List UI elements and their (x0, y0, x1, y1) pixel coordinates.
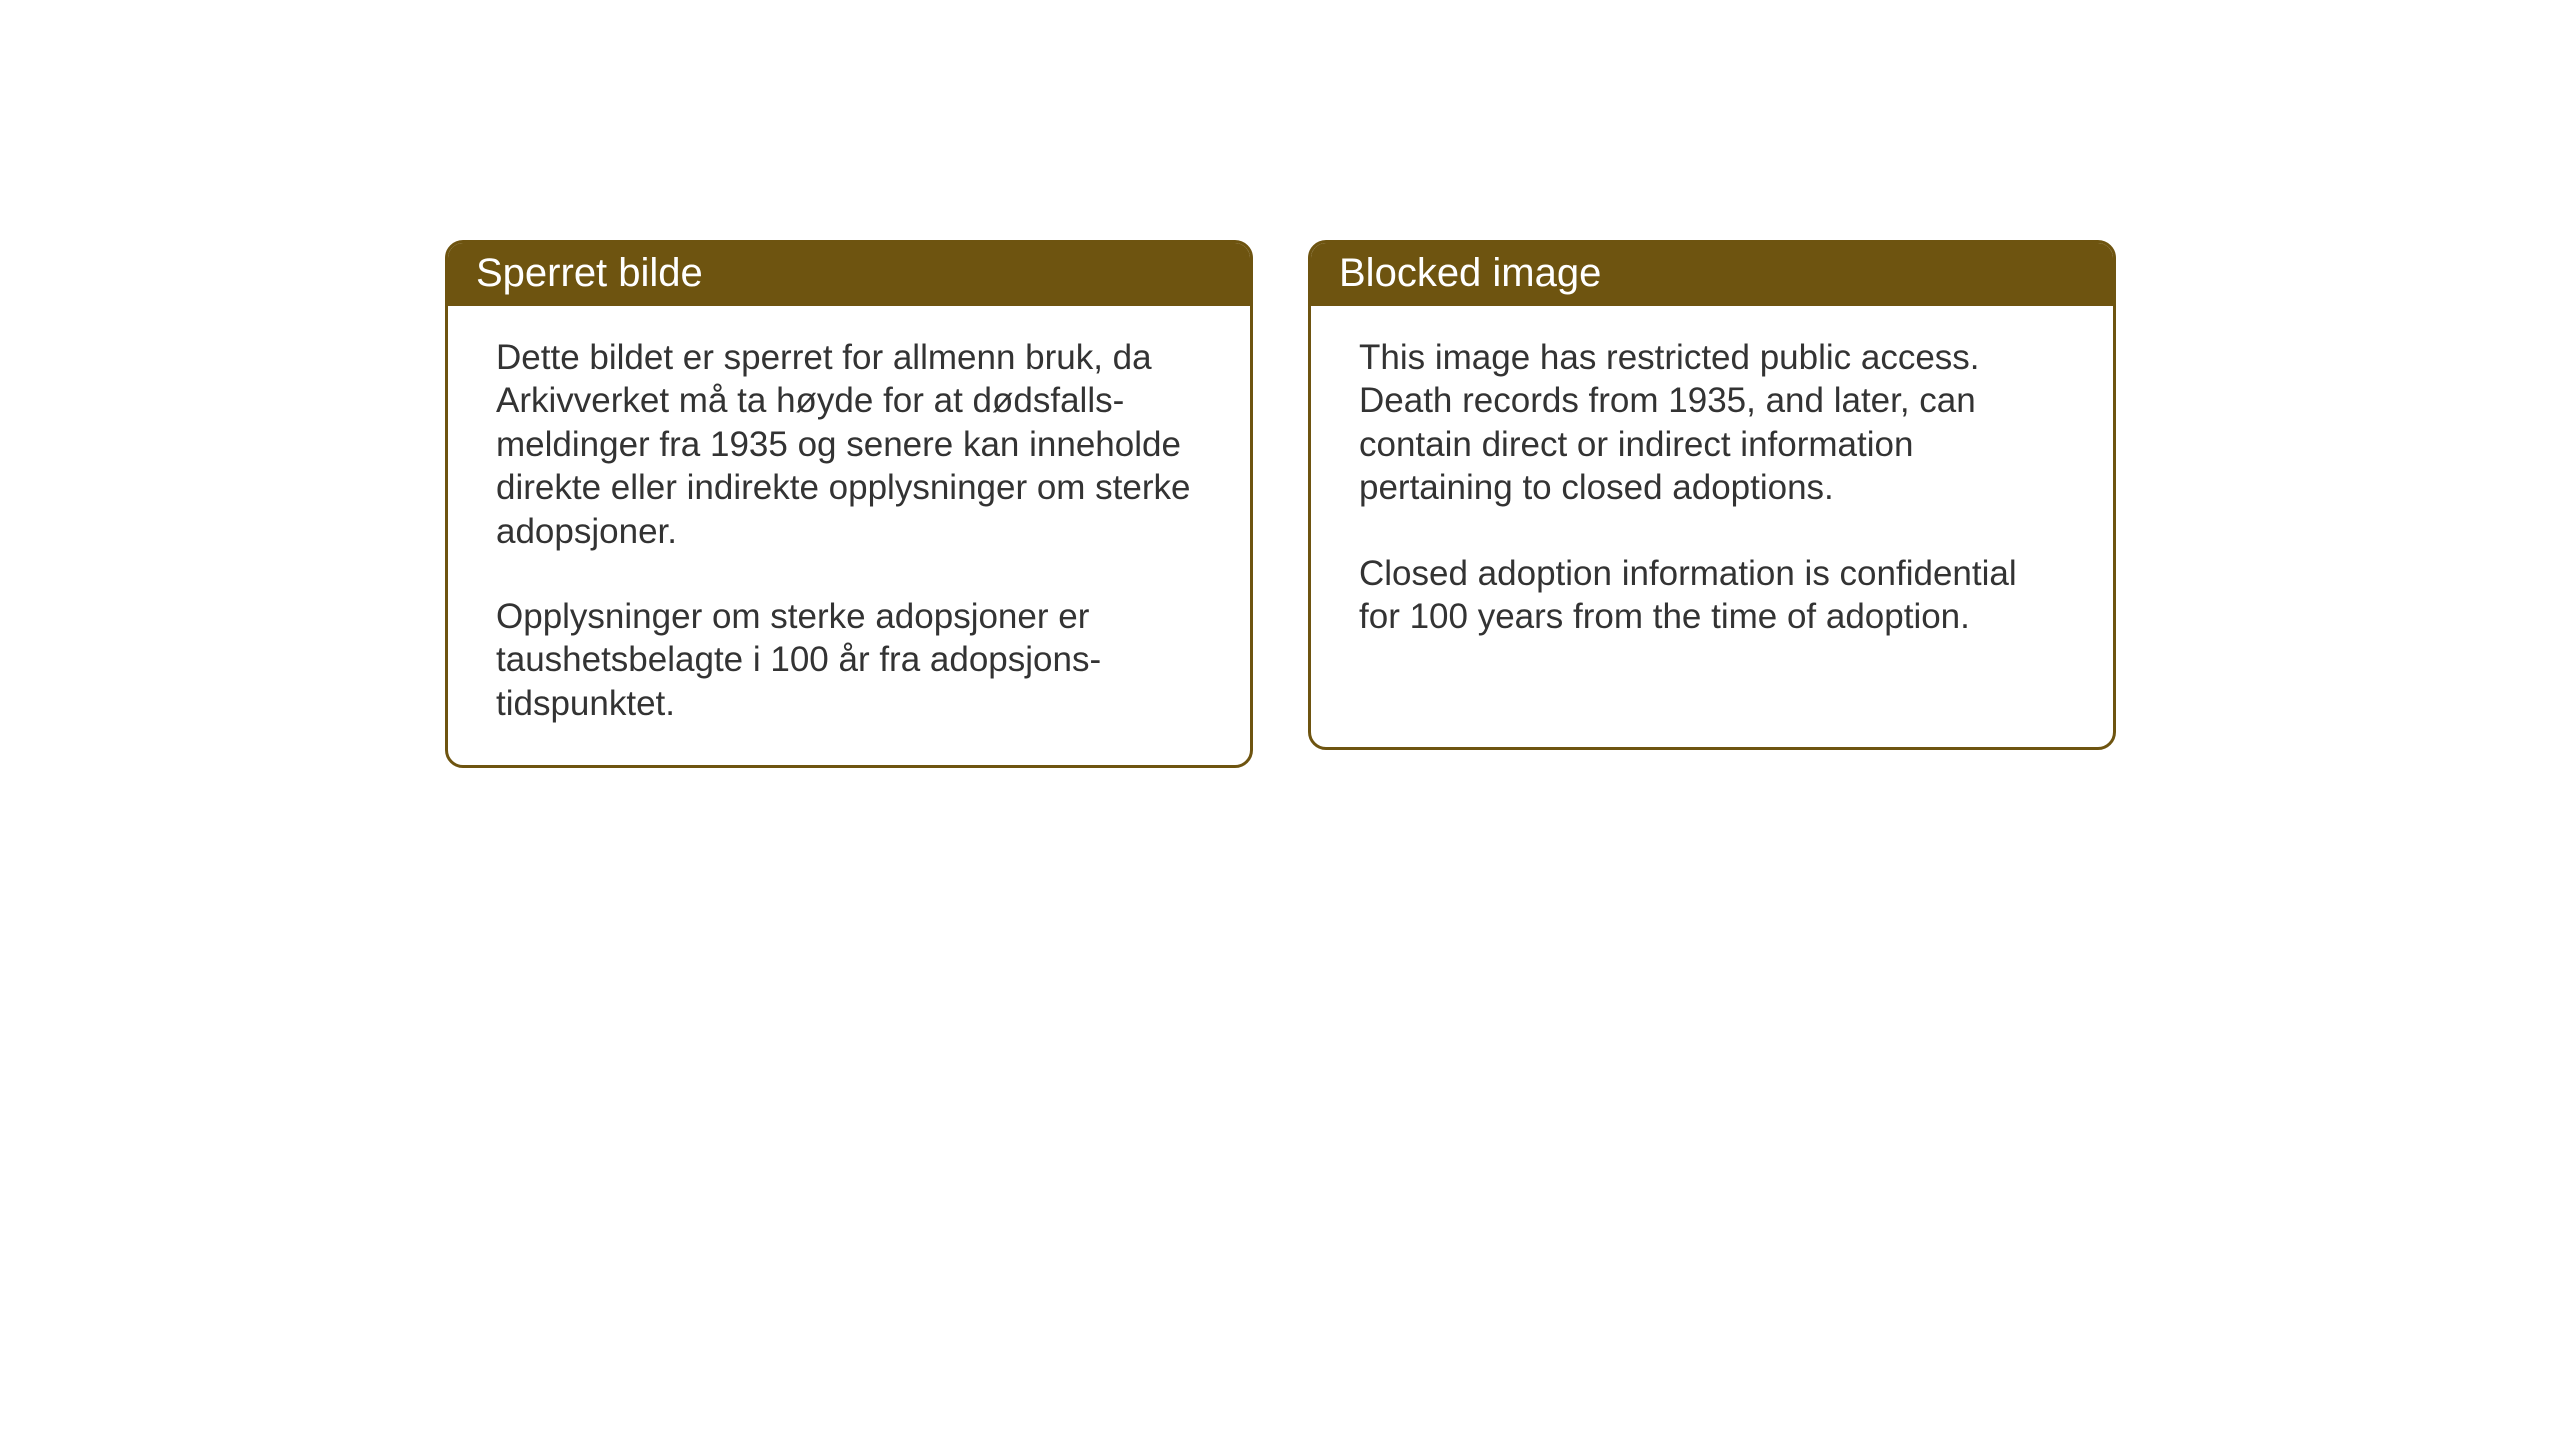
notice-container: Sperret bilde Dette bildet er sperret fo… (445, 240, 2116, 768)
card-body-norwegian: Dette bildet er sperret for allmenn bruk… (448, 306, 1250, 765)
card-header-english: Blocked image (1311, 243, 2113, 306)
paragraph-1-norwegian: Dette bildet er sperret for allmenn bruk… (496, 336, 1202, 553)
card-header-norwegian: Sperret bilde (448, 243, 1250, 306)
card-body-english: This image has restricted public access.… (1311, 306, 2113, 678)
notice-card-norwegian: Sperret bilde Dette bildet er sperret fo… (445, 240, 1253, 768)
notice-card-english: Blocked image This image has restricted … (1308, 240, 2116, 750)
paragraph-2-english: Closed adoption information is confident… (1359, 552, 2065, 639)
paragraph-1-english: This image has restricted public access.… (1359, 336, 2065, 510)
paragraph-2-norwegian: Opplysninger om sterke adopsjoner er tau… (496, 595, 1202, 725)
card-title-norwegian: Sperret bilde (476, 251, 703, 295)
card-title-english: Blocked image (1339, 251, 1601, 295)
